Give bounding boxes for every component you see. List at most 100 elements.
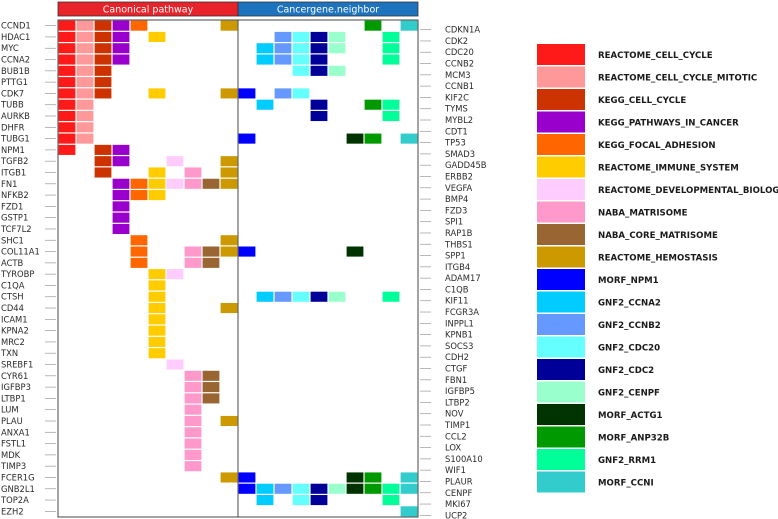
left-cell-6-0 [58, 88, 76, 99]
legend-label-4: KEGG_FOCAL_ADHESION [598, 141, 716, 151]
right-cell-24-12 [274, 291, 292, 302]
left-gene-label: DHFR [1, 122, 25, 132]
legend-label-16: MORF_ACTG1 [598, 411, 663, 421]
right-cell-40-16 [346, 472, 364, 483]
right-cell-0-17 [364, 20, 382, 31]
right-gene-label: TIMP1 [444, 420, 470, 430]
right-cell-2-13 [292, 43, 310, 54]
left-gene-label: AURKB [1, 111, 30, 121]
left-gene-label: CD44 [1, 303, 24, 313]
right-cell-10-16 [346, 133, 364, 144]
right-gene-label: UCP2 [445, 510, 467, 519]
legend-swatch-4 [537, 134, 585, 155]
right-cell-41-10 [238, 483, 256, 494]
right-gene-label: ITGB4 [445, 262, 470, 272]
left-cell-11-3 [112, 144, 130, 155]
right-gene-label: CCL2 [445, 431, 467, 441]
left-cell-0-0 [58, 20, 76, 31]
left-cell-3-1 [76, 54, 94, 65]
left-gene-label: ICAM1 [1, 314, 28, 324]
left-cell-20-8 [202, 246, 220, 257]
right-cell-3-14 [310, 54, 328, 65]
left-gene-label: C1QA [1, 280, 25, 290]
left-gene-label: ANXA1 [1, 427, 30, 437]
right-cell-43-19 [400, 506, 418, 517]
legend-swatch-1 [537, 66, 585, 88]
left-cell-37-7 [184, 438, 202, 449]
right-cell-4-15 [328, 65, 346, 76]
right-gene-label: KIF11 [445, 296, 468, 306]
legend-swatch-16 [537, 404, 585, 425]
right-cell-2-12 [274, 43, 292, 54]
left-gene-label: FSTL1 [1, 439, 26, 449]
legend-label-6: REACTOME_DEVELOPMENTAL_BIOLOGY [598, 186, 778, 196]
left-cell-20-4 [130, 246, 148, 257]
left-cell-14-6 [166, 178, 184, 189]
left-cell-25-9 [220, 302, 238, 314]
left-gene-label: SREBF1 [1, 360, 33, 370]
legend-swatch-13 [537, 336, 585, 358]
left-gene-label: MRC2 [1, 337, 25, 347]
left-gene-label: ITGB1 [1, 167, 26, 177]
left-cell-7-0 [58, 99, 76, 110]
legend-label-15: GNF2_CENPF [598, 389, 660, 399]
right-cell-7-18 [382, 99, 400, 110]
left-cell-1-0 [58, 31, 76, 42]
legend-label-13: GNF2_CDC20 [598, 344, 660, 354]
left-gene-label: TGFB2 [0, 156, 29, 166]
right-cell-41-18 [382, 483, 400, 494]
left-cell-0-1 [76, 20, 94, 31]
left-gene-label: BUB1B [1, 66, 30, 76]
left-cell-0-3 [112, 20, 130, 31]
legend-swatch-8 [537, 224, 585, 245]
right-cell-41-13 [292, 483, 310, 494]
right-cell-1-15 [328, 31, 346, 42]
legend-label-0: REACTOME_CELL_CYCLE [598, 51, 713, 61]
right-cell-1-12 [274, 31, 292, 42]
left-gene-label: TOP2A [0, 495, 29, 505]
right-gene-label: THBS1 [444, 239, 473, 249]
left-cell-21-8 [202, 257, 220, 268]
legend-label-19: MORF_CCNI [598, 479, 654, 489]
legend-swatch-9 [537, 246, 585, 268]
left-cell-13-7 [184, 167, 202, 178]
left-cell-4-0 [58, 65, 76, 76]
right-cell-3-18 [382, 54, 400, 65]
right-gene-label: INPPL1 [445, 318, 474, 328]
right-cell-24-18 [382, 291, 400, 302]
right-gene-label: MYBL2 [445, 115, 473, 125]
left-cell-15-4 [130, 190, 148, 201]
right-gene-label: NOV [445, 409, 464, 419]
left-cell-30-6 [166, 359, 184, 370]
legend-label-11: GNF2_CCNA2 [598, 299, 661, 309]
left-cell-39-7 [184, 461, 202, 472]
left-cell-5-2 [94, 77, 112, 88]
right-gene-label: CDK2 [445, 36, 468, 46]
right-cell-2-15 [328, 43, 346, 54]
right-gene-label: SOCS3 [445, 341, 473, 351]
right-gene-label: CDKN1A [445, 25, 480, 35]
panel-header-1 [237, 1, 419, 17]
right-gene-label: CENPF [445, 488, 472, 498]
right-cell-1-13 [292, 31, 310, 42]
right-gene-label: S100A10 [445, 454, 483, 464]
left-gene-label: ACTB [1, 258, 24, 268]
left-gene-label: EZH2 [1, 506, 24, 516]
right-cell-24-15 [328, 291, 346, 302]
legend-swatch-17 [537, 426, 585, 448]
right-gene-label: BMP4 [445, 194, 468, 204]
right-cell-24-11 [256, 291, 274, 302]
right-cell-6-10 [238, 88, 256, 99]
left-cell-20-7 [184, 246, 202, 257]
left-cell-3-0 [58, 54, 76, 65]
left-gene-label: GSTP1 [1, 213, 28, 223]
left-cell-7-1 [76, 99, 94, 110]
left-cell-22-5 [148, 269, 166, 280]
left-cell-6-2 [94, 88, 112, 99]
right-gene-label: ADAM17 [445, 273, 481, 283]
left-gene-label: CDK7 [1, 88, 24, 98]
legend-swatch-10 [537, 269, 585, 290]
left-cell-3-3 [112, 54, 130, 65]
left-cell-21-4 [130, 257, 148, 268]
right-gene-label: CCNB1 [445, 81, 474, 91]
